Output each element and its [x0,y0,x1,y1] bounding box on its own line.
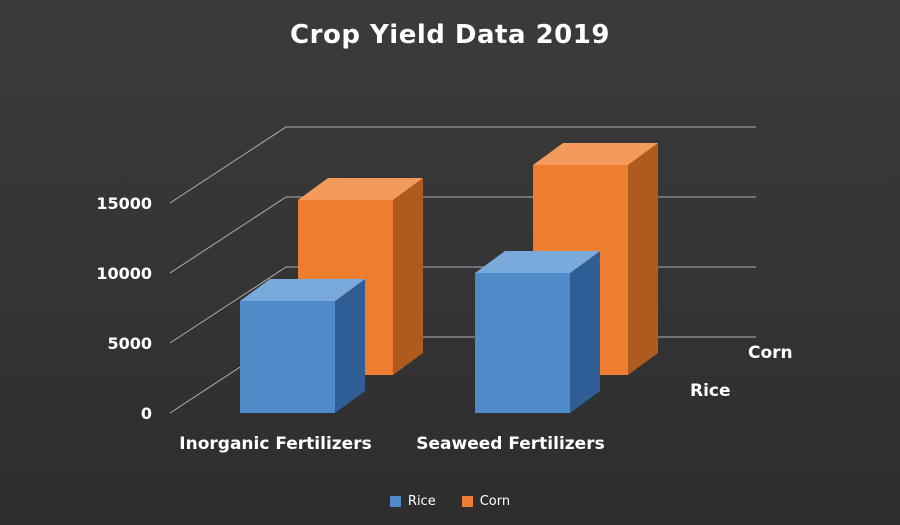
bar-corn-1-top [533,143,658,165]
gridline-10000 [169,196,756,274]
bar-rice-0-front [240,301,335,413]
bar-corn-1-side [628,143,658,375]
legend-label-corn: Corn [479,494,511,509]
y-tick-label: 10000 [96,264,152,283]
chart-legend: Rice Corn [0,494,900,509]
depth-label: Corn [748,343,793,363]
bar-rice-1-side [570,251,600,413]
bar-corn-0-top [298,178,423,200]
legend-label-rice: Rice [407,494,436,509]
category-label: Seaweed Fertilizers [416,434,604,454]
legend-item-rice: Rice [389,494,436,509]
gridline-15000 [169,126,756,204]
bar-rice-0-top [240,279,365,301]
y-tick-label: 15000 [96,194,152,213]
legend-swatch-corn [461,496,473,507]
y-tick-label: 0 [141,404,152,423]
bar-corn-0-side [393,178,423,375]
depth-label: Rice [690,381,731,401]
chart-title: Crop Yield Data 2019 [290,20,610,50]
bar-rice-1-front [475,273,570,413]
legend-item-corn: Corn [461,494,511,509]
y-tick-label: 5000 [107,334,152,353]
legend-swatch-rice [389,496,401,507]
bar-rice-1-top [475,251,600,273]
bar-rice-0-side [335,279,365,413]
category-label: Inorganic Fertilizers [179,434,371,454]
